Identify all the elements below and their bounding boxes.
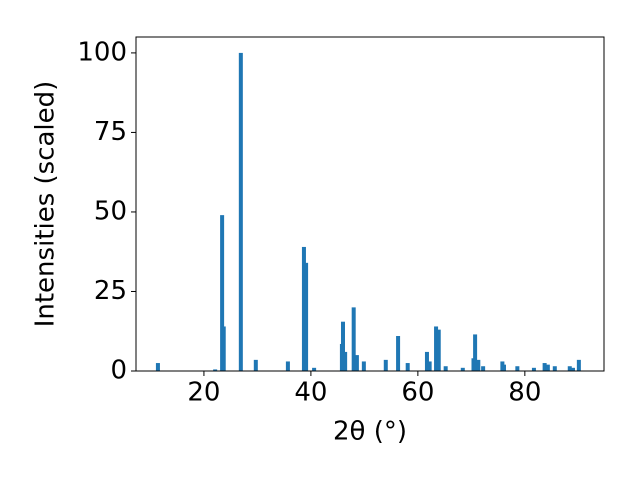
bar bbox=[301, 246, 306, 371]
bar bbox=[213, 369, 218, 371]
bar bbox=[434, 326, 439, 371]
x-tick-label: 40 bbox=[294, 378, 327, 408]
y-tick-label: 25 bbox=[94, 276, 127, 306]
y-tick-label: 100 bbox=[77, 37, 127, 67]
x-axis-label: 2θ (°) bbox=[333, 417, 407, 447]
bar bbox=[304, 262, 309, 371]
y-tick-label: 0 bbox=[110, 356, 127, 386]
bar bbox=[354, 355, 359, 371]
bar bbox=[443, 366, 448, 371]
bar bbox=[481, 366, 486, 371]
bar bbox=[567, 366, 572, 371]
y-tick-label: 75 bbox=[94, 117, 127, 147]
bar bbox=[424, 351, 429, 371]
plot-frame bbox=[135, 36, 605, 372]
x-tick-label: 80 bbox=[508, 378, 541, 408]
bar bbox=[155, 363, 160, 371]
bar bbox=[351, 307, 356, 371]
bar bbox=[343, 351, 348, 371]
bar bbox=[576, 359, 581, 371]
bar bbox=[501, 364, 506, 371]
bar bbox=[405, 363, 410, 371]
bar bbox=[542, 363, 547, 371]
bar bbox=[552, 366, 557, 371]
bar bbox=[361, 361, 366, 371]
x-tick-label: 20 bbox=[187, 378, 220, 408]
bar bbox=[436, 329, 441, 371]
bar bbox=[383, 359, 388, 371]
bar bbox=[312, 367, 317, 371]
y-tick-label: 50 bbox=[94, 196, 127, 226]
bar bbox=[473, 334, 478, 371]
bar bbox=[427, 361, 432, 371]
y-axis-label: Intensities (scaled) bbox=[31, 81, 61, 328]
bar bbox=[515, 366, 520, 371]
bar bbox=[238, 52, 243, 372]
bar bbox=[460, 367, 465, 371]
bar bbox=[220, 215, 225, 371]
bar bbox=[340, 321, 345, 371]
bar bbox=[570, 367, 575, 371]
bar bbox=[531, 367, 536, 371]
bar bbox=[476, 359, 481, 371]
bar bbox=[285, 361, 290, 371]
bar bbox=[221, 326, 226, 371]
bar bbox=[253, 359, 258, 371]
x-tick-label: 60 bbox=[401, 378, 434, 408]
bar bbox=[545, 364, 550, 371]
bar bbox=[396, 336, 401, 371]
